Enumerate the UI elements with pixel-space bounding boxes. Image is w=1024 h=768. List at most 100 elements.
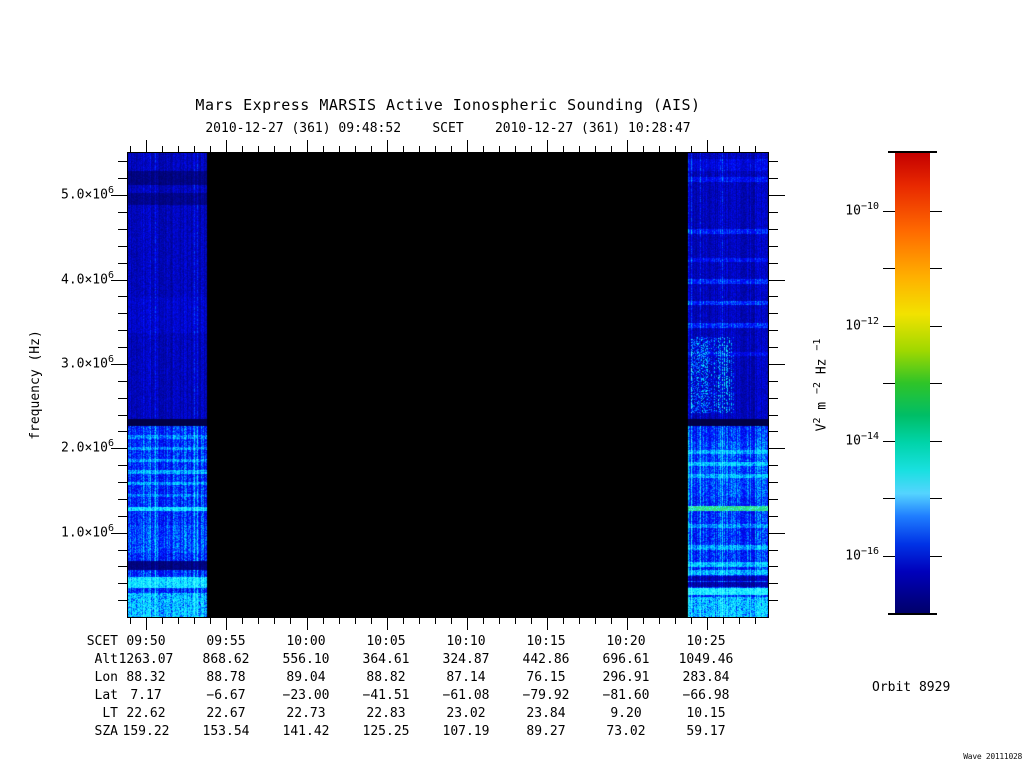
ephemeris-value: 59.17	[686, 724, 726, 739]
x-axis-tick	[162, 618, 163, 624]
x-axis-tick	[403, 618, 404, 624]
superscript: −14	[860, 431, 879, 442]
x-axis-tick	[226, 618, 227, 630]
colorbar-tick-label: 10−16	[845, 546, 879, 564]
x-axis-tick	[242, 618, 243, 624]
ephemeris-value: 88.82	[366, 670, 406, 685]
scet-time-range: 2010-12-27 (361) 09:48:52 SCET 2010-12-2…	[205, 121, 691, 136]
x-axis-tick	[643, 146, 644, 152]
y-axis-tick	[769, 330, 778, 331]
x-axis-tick	[595, 146, 596, 152]
colorbar-top-cap	[888, 151, 937, 153]
y-axis-tick	[769, 229, 778, 230]
y-axis-tick	[769, 600, 778, 601]
colorbar-tick	[930, 211, 942, 212]
x-axis-tick	[499, 146, 500, 152]
ephemeris-row-label: SZA	[94, 724, 118, 739]
colorbar-tick	[930, 268, 942, 269]
x-axis-tick	[547, 140, 548, 152]
y-axis-tick	[769, 313, 778, 314]
x-axis-tick	[419, 618, 420, 624]
ephemeris-value: −6.67	[206, 688, 246, 703]
y-axis-tick	[118, 263, 127, 264]
ephemeris-value: 22.62	[126, 706, 166, 721]
x-axis-tick	[242, 146, 243, 152]
x-axis-tick	[178, 146, 179, 152]
y-axis-tick	[769, 347, 778, 348]
x-axis-tick	[611, 146, 612, 152]
x-axis-tick	[547, 618, 548, 630]
ephemeris-value: 1049.46	[678, 652, 734, 667]
ephemeris-value: 10:25	[686, 634, 726, 649]
superscript: −10	[860, 201, 879, 212]
y-axis-tick	[769, 550, 778, 551]
x-axis-tick	[531, 146, 532, 152]
x-axis-tick	[563, 146, 564, 152]
y-axis-tick	[111, 448, 127, 449]
x-axis-tick	[355, 618, 356, 624]
ephemeris-value: 696.61	[602, 652, 650, 667]
superscript: −1	[812, 338, 823, 351]
x-axis-tick	[467, 618, 468, 630]
colorbar-tick	[930, 441, 942, 442]
x-axis-tick	[323, 618, 324, 624]
y-axis-tick	[111, 195, 127, 196]
y-axis-tick	[769, 465, 778, 466]
x-axis-tick	[707, 618, 708, 630]
y-axis-tick	[118, 482, 127, 483]
ephemeris-value: 1263.07	[118, 652, 174, 667]
ephemeris-value: −79.92	[522, 688, 570, 703]
y-axis-tick	[769, 398, 778, 399]
y-axis-tick	[111, 533, 127, 534]
x-axis-tick	[691, 618, 692, 624]
x-axis-tick	[130, 618, 131, 624]
x-axis-tick	[371, 146, 372, 152]
x-axis-tick	[515, 618, 516, 624]
y-axis-tick	[118, 212, 127, 213]
x-axis-tick	[339, 146, 340, 152]
x-axis-tick	[755, 618, 756, 624]
x-axis-tick	[643, 618, 644, 624]
y-axis-tick	[769, 364, 785, 365]
ephemeris-value: −81.60	[602, 688, 650, 703]
x-axis-tick	[258, 618, 259, 624]
ephemeris-value: −66.98	[682, 688, 730, 703]
x-axis-tick	[451, 618, 452, 624]
y-axis-tick	[769, 533, 785, 534]
ephemeris-value: 556.10	[282, 652, 330, 667]
y-axis-tick	[118, 499, 127, 500]
ephemeris-value: 09:50	[126, 634, 166, 649]
y-axis-tick	[118, 161, 127, 162]
y-axis-tick	[769, 431, 778, 432]
ephemeris-value: 324.87	[442, 652, 490, 667]
x-axis-tick	[723, 618, 724, 624]
y-axis-tick	[769, 161, 778, 162]
ephemeris-value: 10.15	[686, 706, 726, 721]
x-axis-tick	[467, 140, 468, 152]
x-axis-tick	[515, 146, 516, 152]
colorbar-tick-label: 10−12	[845, 316, 879, 334]
colorbar-title: V2 m −2 Hz −1	[812, 338, 830, 432]
x-axis-tick	[579, 618, 580, 624]
superscript: −2	[812, 381, 823, 395]
colorbar-tick	[930, 383, 942, 384]
y-axis-tick-label: 4.0×106	[61, 270, 114, 288]
ephemeris-row-label: Lat	[94, 688, 118, 703]
ephemeris-value: 141.42	[282, 724, 330, 739]
y-axis-tick-label: 5.0×106	[61, 185, 114, 203]
x-axis-tick	[339, 618, 340, 624]
colorbar-tick	[930, 498, 942, 499]
y-axis-tick	[118, 330, 127, 331]
superscript: −16	[860, 546, 879, 557]
ephemeris-value: 442.86	[522, 652, 570, 667]
y-axis-tick	[118, 516, 127, 517]
x-axis-tick	[226, 140, 227, 152]
ephemeris-row-label: SCET	[86, 634, 118, 649]
y-axis-tick	[769, 195, 785, 196]
x-axis-tick	[451, 146, 452, 152]
colorbar-tick	[883, 441, 895, 442]
x-axis-tick	[435, 618, 436, 624]
ephemeris-value: 9.20	[610, 706, 642, 721]
y-axis-tick	[769, 499, 778, 500]
